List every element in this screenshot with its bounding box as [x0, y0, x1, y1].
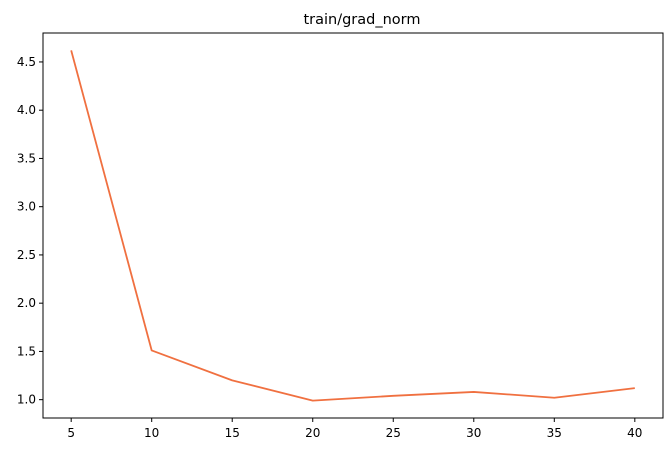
x-tick-label: 20	[305, 426, 320, 440]
x-tick-label: 10	[144, 426, 159, 440]
x-tick-label: 30	[466, 426, 481, 440]
series-line	[70, 50, 635, 402]
series-layer	[70, 50, 635, 402]
chart-title: train/grad_norm	[303, 12, 420, 28]
x-axis: 5 10 15 20 25 30 35 40	[67, 418, 642, 440]
y-tick-label: 3.0	[17, 200, 36, 214]
y-tick-label: 2.5	[17, 248, 36, 262]
x-tick-label: 5	[67, 426, 75, 440]
y-axis: 1.0 1.5 2.0 2.5 3.0 3.5 4.0 4.5	[17, 55, 43, 407]
axes-frame	[42, 32, 664, 419]
y-tick-label: 3.5	[17, 151, 36, 165]
x-tick-label: 15	[225, 426, 240, 440]
x-tick-label: 35	[547, 426, 562, 440]
y-tick-label: 2.0	[17, 296, 36, 310]
y-tick-label: 1.5	[17, 344, 36, 358]
plot-area: 5 10 15 20 25 30 35 40 1.0 1.5 2.0 2.5 3.0 3.5 4.0 4.5	[17, 32, 664, 440]
y-tick-label: 4.0	[17, 103, 36, 117]
x-tick-label: 25	[386, 426, 401, 440]
y-tick-label: 4.5	[17, 55, 36, 69]
y-tick-label: 1.0	[17, 393, 36, 407]
x-tick-label: 40	[627, 426, 642, 440]
